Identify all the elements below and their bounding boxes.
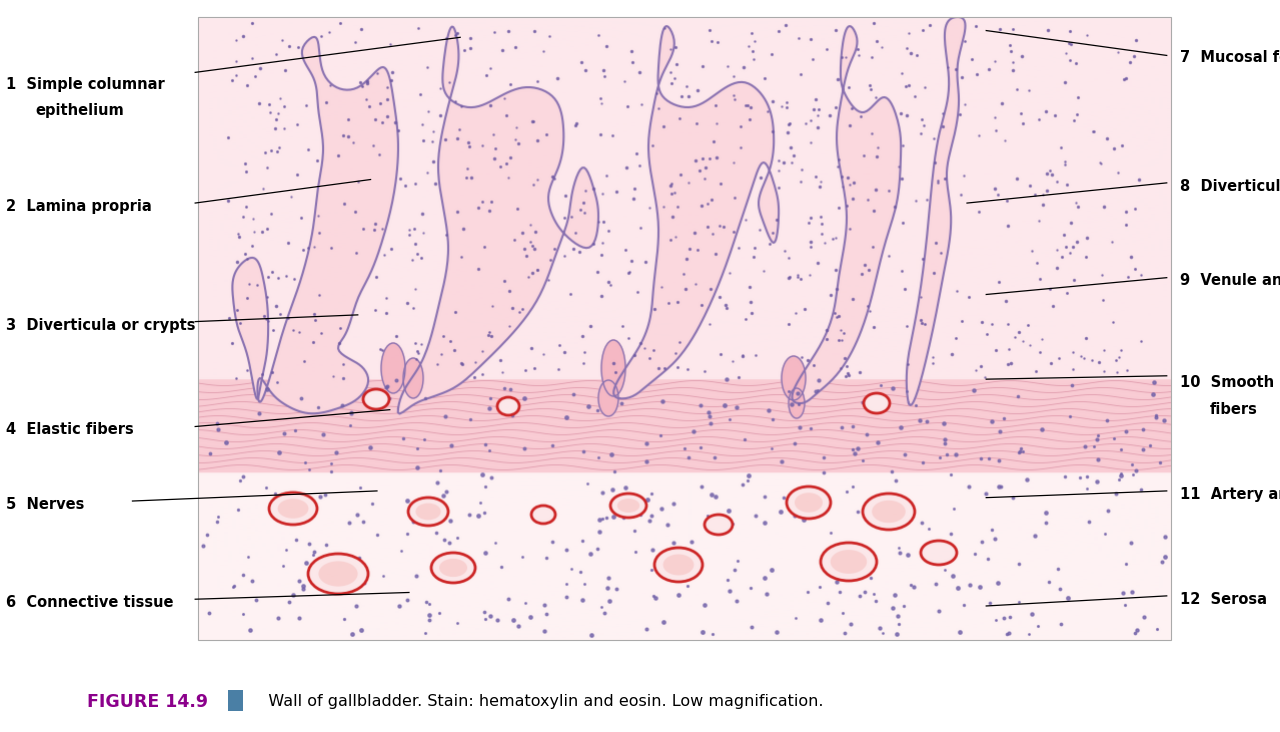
- Text: 6  Connective tissue: 6 Connective tissue: [6, 595, 174, 610]
- Text: 2  Lamina propria: 2 Lamina propria: [6, 199, 152, 214]
- Text: FIGURE 14.9: FIGURE 14.9: [87, 692, 207, 711]
- Text: 7  Mucosal folds: 7 Mucosal folds: [1180, 50, 1280, 65]
- Text: epithelium: epithelium: [36, 103, 124, 118]
- Text: 3  Diverticula or crypts: 3 Diverticula or crypts: [6, 318, 196, 332]
- Text: Wall of gallbladder. Stain: hematoxylin and eosin. Low magnification.: Wall of gallbladder. Stain: hematoxylin …: [253, 695, 824, 709]
- Text: 8  Diverticula or crypts: 8 Diverticula or crypts: [1180, 179, 1280, 194]
- Bar: [198, 17, 1171, 640]
- Text: 9  Venule and arteriole: 9 Venule and arteriole: [1180, 274, 1280, 288]
- Text: 10  Smooth muscle: 10 Smooth muscle: [1180, 375, 1280, 390]
- Text: 4  Elastic fibers: 4 Elastic fibers: [6, 422, 134, 438]
- Text: 1  Simple columnar: 1 Simple columnar: [6, 77, 165, 92]
- Text: 12  Serosa: 12 Serosa: [1180, 591, 1267, 607]
- Bar: [228, 690, 243, 712]
- Text: 5  Nerves: 5 Nerves: [6, 497, 84, 512]
- Text: fibers: fibers: [1210, 402, 1257, 417]
- Text: 11  Artery and vein: 11 Artery and vein: [1180, 487, 1280, 501]
